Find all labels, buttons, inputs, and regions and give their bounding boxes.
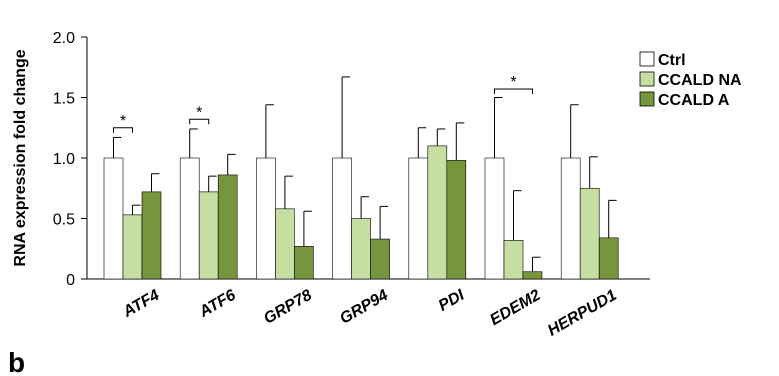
x-tick-label: ATF6: [196, 287, 239, 322]
y-axis-title: RNA expression fold change: [12, 49, 29, 266]
significance-group: * * *: [113, 74, 533, 133]
bar: [484, 157, 505, 280]
significance-star: *: [510, 74, 516, 91]
x-tick-label: GRP78: [261, 287, 315, 328]
x-tick-label: EDEM2: [487, 287, 543, 329]
x-tick-label: GRP94: [337, 287, 391, 328]
bar: [598, 237, 619, 280]
significance-star: *: [120, 113, 126, 130]
bar: [427, 145, 448, 280]
bar: [370, 238, 390, 280]
bar: [275, 208, 295, 280]
y-tick-label: 2.0: [53, 30, 75, 47]
legend-swatch: [639, 51, 655, 67]
bar: [560, 157, 581, 280]
legend-label: Ctrl: [658, 52, 686, 69]
bar: [217, 174, 238, 280]
bars-group: [103, 145, 619, 280]
y-tick-label: 1.0: [53, 151, 75, 168]
category-labels-group: ATF4 ATF6 GRP78 GRP94 PDI EDEM2 HERPUD1: [120, 286, 620, 339]
error-bars-group: [113, 76, 617, 272]
bar: [503, 239, 524, 280]
legend-swatch: [639, 71, 655, 87]
bar: [141, 191, 162, 280]
significance-bracket: [494, 88, 533, 95]
bar: [103, 157, 124, 280]
bar: [179, 157, 200, 280]
x-tick-label: PDI: [436, 286, 468, 314]
x-tick-label: HERPUD1: [545, 287, 620, 340]
bar: [408, 157, 429, 280]
significance-bracket: [189, 118, 210, 125]
y-tick-label: 0.5: [53, 212, 75, 229]
bar: [351, 218, 371, 280]
y-tick-label: 0: [66, 272, 75, 289]
bar: [579, 187, 600, 280]
bar: [122, 214, 143, 280]
legend-label: CCALD A: [658, 92, 730, 109]
tick-labels-group: 0 0.5 1.0 1.5 2.0: [53, 30, 75, 289]
legend-label: CCALD NA: [658, 72, 742, 89]
significance-bracket: [113, 127, 133, 133]
bar: [256, 157, 276, 280]
bar: [294, 246, 314, 280]
bar: [522, 271, 543, 280]
legend: Ctrl CCALD NA CCALD A: [639, 51, 742, 109]
significance-star: *: [196, 104, 202, 121]
bar: [332, 157, 352, 280]
panel-letter: b: [8, 347, 25, 376]
bar: [198, 191, 219, 280]
legend-swatch: [639, 91, 655, 107]
bar: [446, 160, 467, 280]
x-tick-label: ATF4: [120, 287, 163, 322]
y-tick-label: 1.5: [53, 91, 75, 108]
